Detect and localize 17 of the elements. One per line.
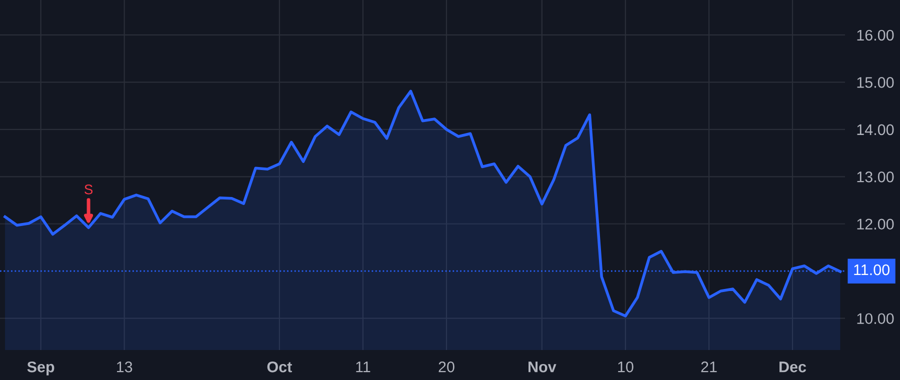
y-tick-label: 14.00 xyxy=(857,124,894,136)
ref-line-label: 11.00 xyxy=(854,264,890,276)
x-tick-label: 11 xyxy=(356,362,370,372)
x-tick-label: 21 xyxy=(701,361,717,372)
y-tick-label: 10.00 xyxy=(857,313,894,324)
y-tick-label: 13.00 xyxy=(857,172,894,182)
x-tick-label: Dec xyxy=(780,362,806,372)
y-tick-label: 12.00 xyxy=(857,218,894,230)
x-tick-label: 13 xyxy=(116,361,132,372)
x-tick-label: 20 xyxy=(438,361,454,372)
x-tick-label: Oct xyxy=(267,361,292,372)
x-tick-label: Nov xyxy=(528,362,556,372)
y-tick-label: 15.00 xyxy=(857,77,894,88)
annotation: S xyxy=(84,184,93,194)
x-tick-label: 10 xyxy=(618,361,634,372)
y-tick-label: 16.00 xyxy=(857,30,894,41)
x-tick-label: Sep xyxy=(27,361,54,376)
